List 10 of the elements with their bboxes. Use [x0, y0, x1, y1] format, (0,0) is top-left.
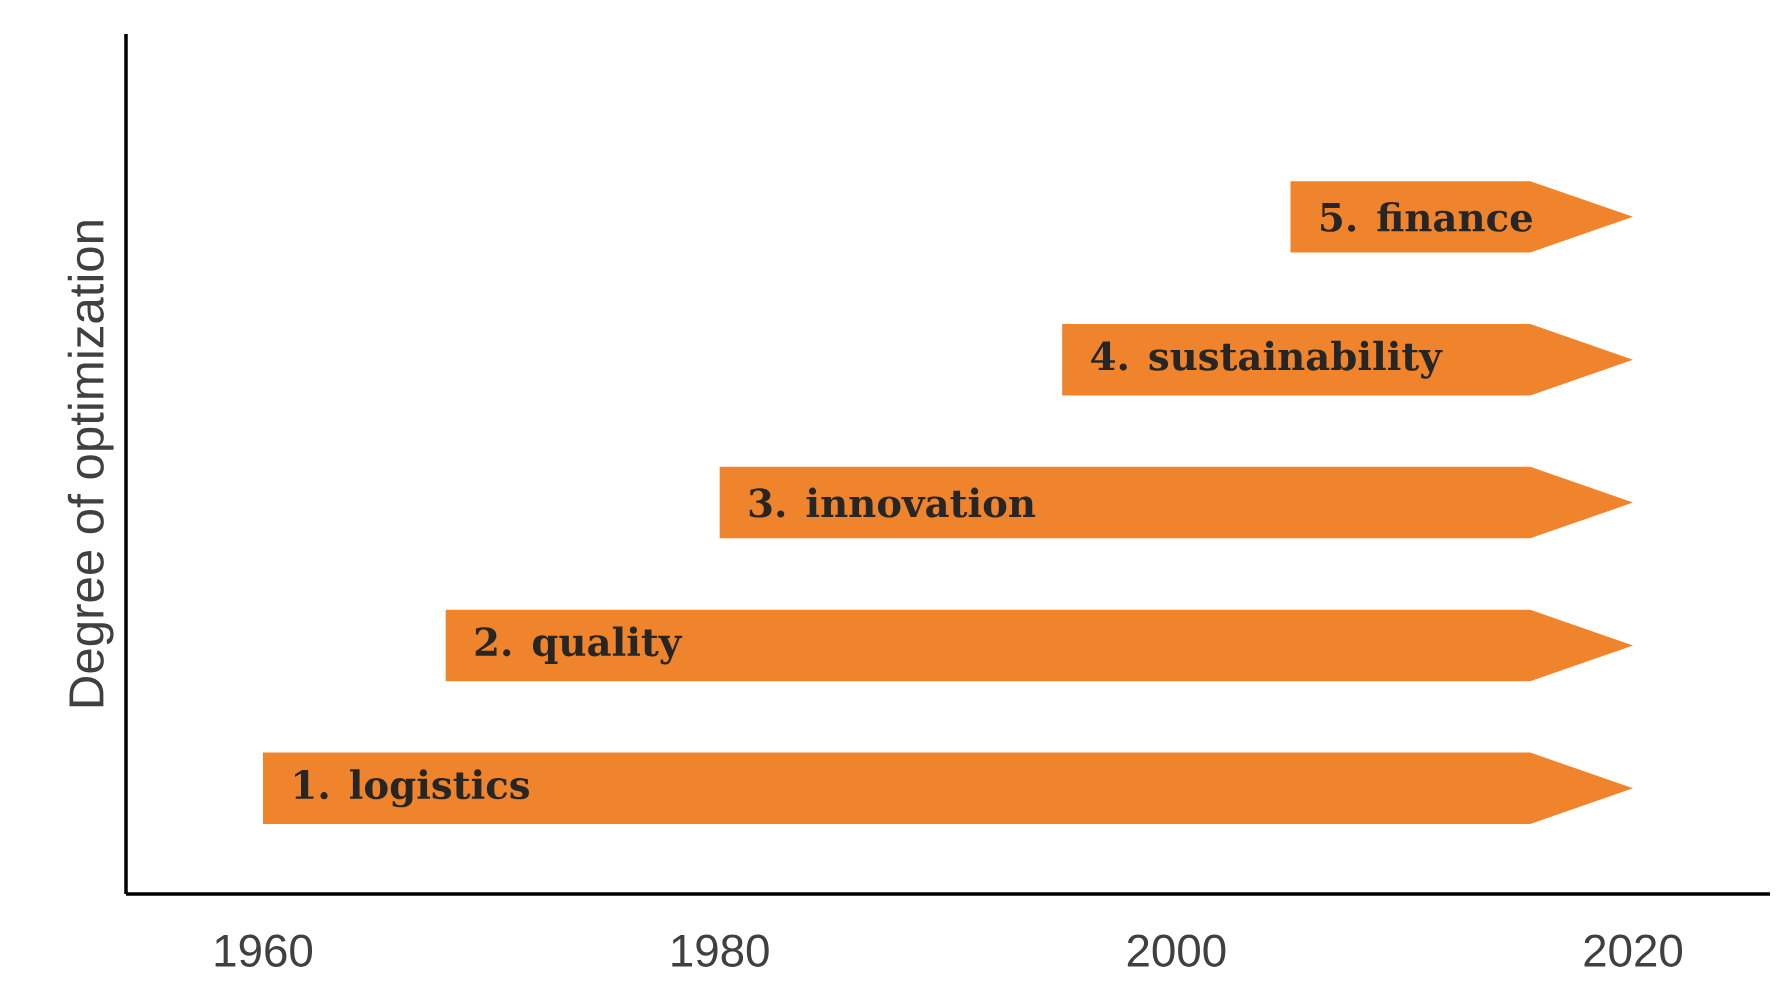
x-tick-label: 2000 [1127, 934, 1226, 967]
annotation: 5. finance [1321, 201, 1532, 232]
x-tick-label: 1980 [672, 934, 769, 967]
x-tick-label: 2020 [1584, 934, 1683, 967]
x-tick-label: 1960 [215, 934, 313, 967]
annotation: 1. logistics [295, 769, 529, 808]
y-axis-title: Degree of optimization [67, 221, 114, 707]
annotation: 4. sustainability [1091, 340, 1443, 379]
annotation: 3. innovation [749, 487, 1036, 518]
annotation: 2. quality [475, 626, 683, 665]
